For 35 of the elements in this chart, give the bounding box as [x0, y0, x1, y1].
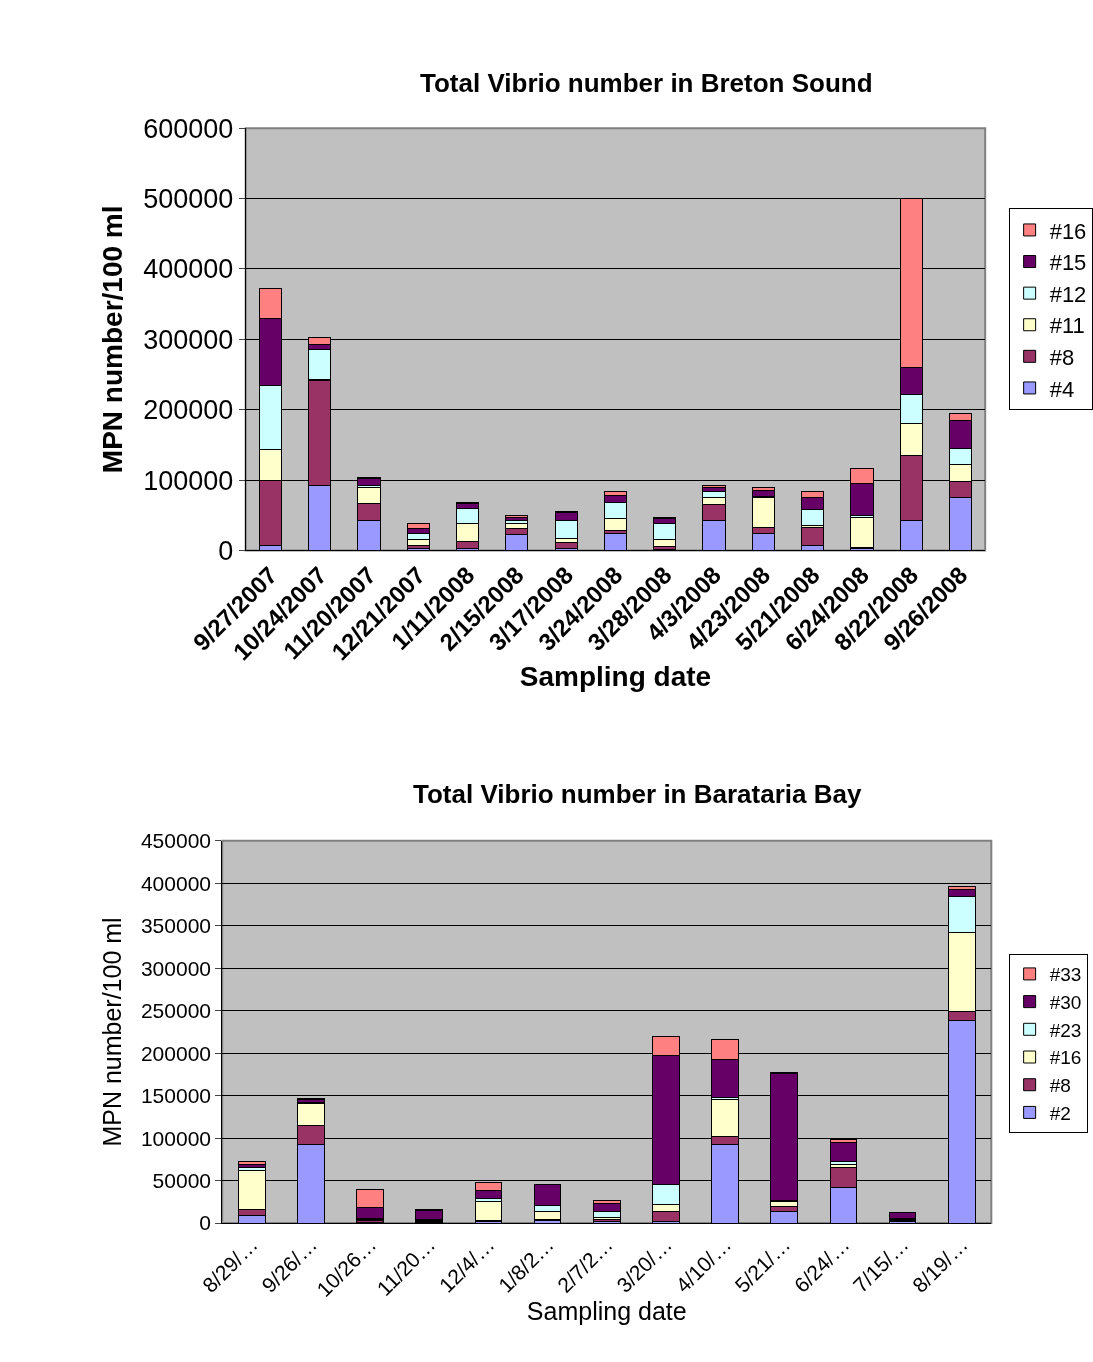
y-tick-label: 150000: [140, 1084, 212, 1108]
legend-label: #23: [1049, 1019, 1082, 1041]
y-tick-label: 200000: [143, 395, 234, 426]
legend-label: #16: [1049, 1047, 1082, 1069]
legend-label: #8: [1049, 1075, 1071, 1097]
y-tick-label: 400000: [143, 254, 234, 285]
y-tick-label: 0: [199, 1211, 212, 1235]
y-tick-label: 350000: [140, 914, 212, 938]
y-tick-label: 400000: [140, 871, 212, 895]
legend-label: #8: [1049, 344, 1075, 370]
x-axis-title: Sampling date: [519, 661, 712, 693]
chart-title: Total Vibrio number in Breton Sound: [420, 68, 873, 98]
legend-label: #16: [1049, 218, 1087, 244]
y-tick-label: 100000: [140, 1126, 212, 1150]
legend-label: #12: [1049, 281, 1087, 307]
y-tick-label: 300000: [143, 324, 234, 355]
chart-title: Total Vibrio number in Barataria Bay: [413, 779, 862, 809]
legend-label: #2: [1049, 1102, 1071, 1124]
y-axis-title: MPN number/100 ml: [97, 917, 126, 1147]
legend-label: #4: [1049, 376, 1075, 402]
y-tick-label: 0: [218, 535, 234, 566]
legend-label: #33: [1049, 964, 1082, 986]
legend-label: #30: [1049, 992, 1082, 1014]
y-axis-title: MPN number/100 ml: [96, 205, 128, 474]
y-tick-label: 600000: [143, 113, 234, 144]
y-tick-label: 50000: [152, 1169, 212, 1192]
y-tick-label: 200000: [140, 1041, 212, 1065]
x-axis-title: Sampling date: [526, 1297, 687, 1326]
y-tick-label: 250000: [140, 999, 212, 1023]
legend-label: #11: [1049, 313, 1085, 339]
y-tick-label: 450000: [140, 829, 212, 853]
legend-label: #15: [1049, 250, 1087, 276]
y-tick-label: 100000: [143, 465, 234, 496]
y-tick-label: 500000: [143, 184, 234, 215]
y-tick-label: 300000: [140, 956, 212, 980]
